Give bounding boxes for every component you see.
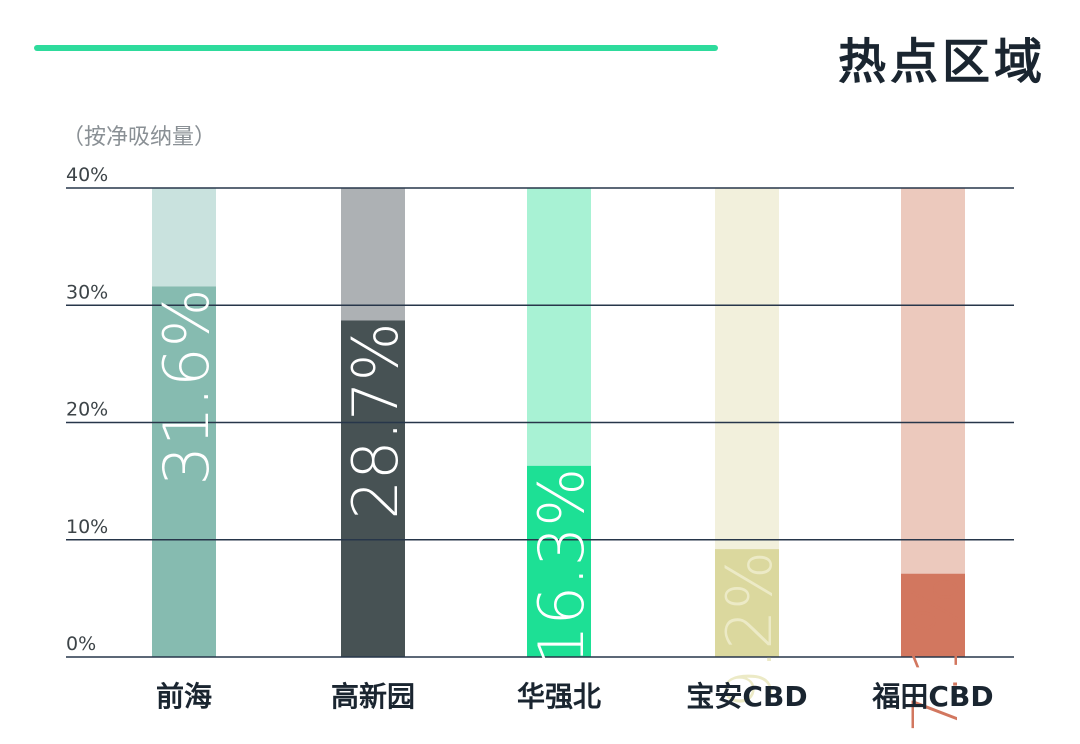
y-tick-label: 10% (66, 516, 108, 538)
data-label: 16.3% (525, 468, 598, 665)
x-tick-label: 前海 (156, 680, 212, 713)
y-tick-label: 30% (66, 281, 108, 303)
bar (341, 320, 405, 657)
x-tick-label: 高新园 (331, 680, 415, 713)
bar (901, 573, 965, 657)
data-label: 9.2% (713, 551, 786, 709)
y-tick-label: 0% (66, 633, 96, 655)
bar (715, 549, 779, 657)
x-tick-label: 宝安CBD (686, 680, 807, 713)
x-tick-label: 福田CBD (871, 680, 993, 713)
bar (527, 465, 591, 657)
data-label: 7.1% (899, 576, 972, 734)
y-axis-label: （按净吸纳量） (62, 125, 216, 150)
x-tick-label: 华强北 (517, 680, 601, 713)
bar (152, 286, 216, 657)
data-label: 31.6% (150, 288, 223, 485)
data-label: 28.7% (339, 322, 412, 519)
y-tick-label: 40% (66, 164, 108, 186)
page-title: 热点区域 (837, 34, 1046, 90)
header-accent-line (34, 45, 718, 51)
y-tick-label: 20% (66, 399, 108, 421)
